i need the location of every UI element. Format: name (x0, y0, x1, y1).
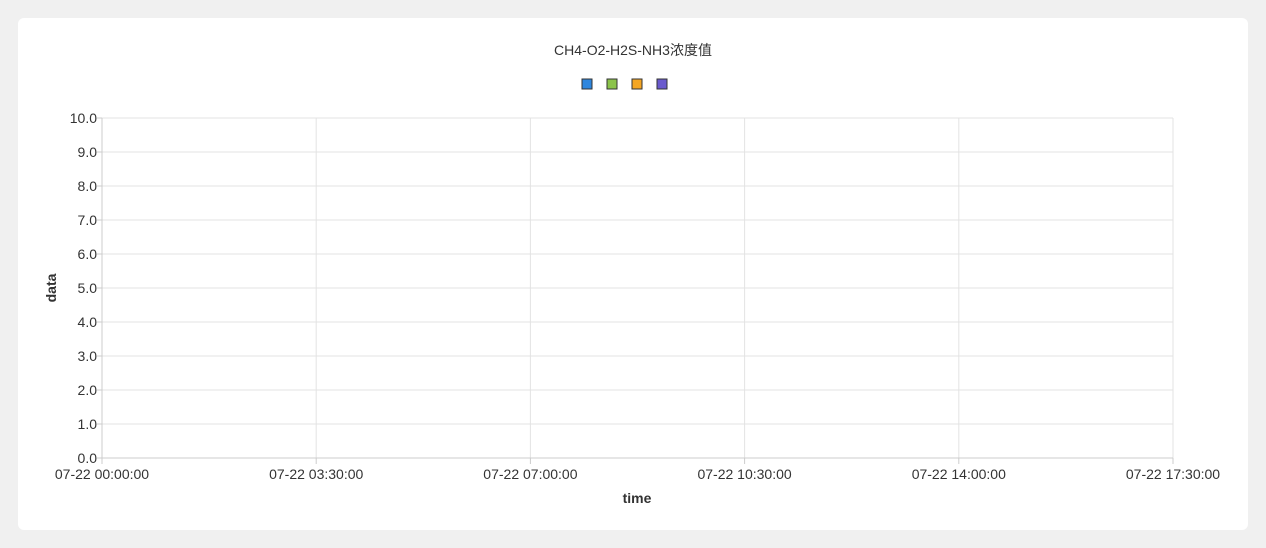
legend-swatch[interactable] (581, 78, 593, 90)
y-tick-label: 8.0 (78, 178, 98, 194)
y-tick-label: 9.0 (78, 144, 98, 160)
y-tick-label: 10.0 (70, 110, 97, 126)
x-axis-label: time (623, 490, 652, 506)
legend-swatch[interactable] (631, 78, 643, 90)
y-tick-label: 2.0 (78, 382, 98, 398)
grid (101, 117, 1174, 459)
legend-swatch[interactable] (606, 78, 618, 90)
legend (581, 78, 668, 90)
x-tick-label: 07-22 00:00:00 (55, 466, 149, 482)
x-tick-label: 07-22 07:00:00 (483, 466, 577, 482)
y-tick-label: 1.0 (78, 416, 98, 432)
y-tick-label: 7.0 (78, 212, 98, 228)
chart-title: CH4-O2-H2S-NH3浓度值 (554, 42, 712, 58)
y-tick-label: 5.0 (78, 280, 98, 296)
x-tick-label: 07-22 17:30:00 (1126, 466, 1220, 482)
y-tick-label: 6.0 (78, 246, 98, 262)
x-tick-label: 07-22 10:30:00 (697, 466, 791, 482)
x-tick-label: 07-22 03:30:00 (269, 466, 363, 482)
y-tick-label: 3.0 (78, 348, 98, 364)
x-tick-label: 07-22 14:00:00 (912, 466, 1006, 482)
y-tick-label: 0.0 (78, 450, 98, 466)
legend-swatch[interactable] (656, 78, 668, 90)
y-tick-label: 4.0 (78, 314, 98, 330)
y-axis-label: data (43, 273, 59, 302)
y-axis: 0.0 1.0 2.0 3.0 4.0 5.0 6.0 7.0 8.0 9.0 10.0 (70, 110, 103, 466)
chart-card (18, 18, 1248, 530)
x-axis: 07-22 00:00:00 07-22 03:30:00 07-22 07:00:… (55, 457, 1220, 482)
